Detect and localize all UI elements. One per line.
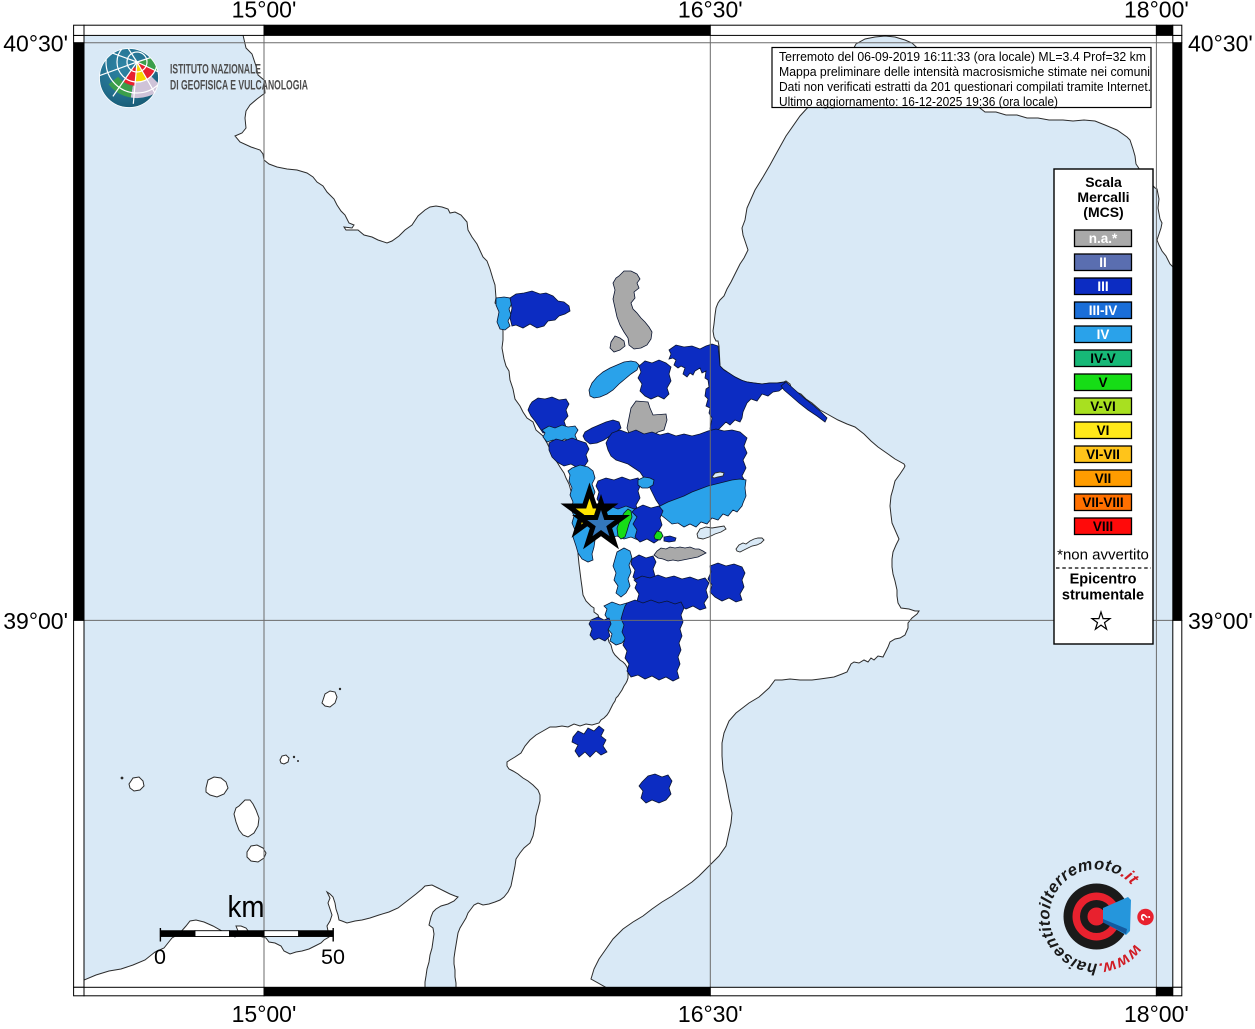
svg-text:km: km	[228, 889, 265, 924]
svg-text:16°30': 16°30'	[678, 0, 743, 23]
svg-text:?: ?	[1138, 912, 1154, 921]
svg-text:18°00': 18°00'	[1124, 0, 1189, 23]
svg-text:V: V	[1098, 375, 1107, 390]
svg-text:VI: VI	[1097, 423, 1110, 438]
svg-text:(MCS): (MCS)	[1083, 204, 1123, 220]
svg-text:0: 0	[154, 945, 166, 969]
svg-text:*non avvertito: *non avvertito	[1057, 547, 1149, 564]
svg-text:V-VI: V-VI	[1090, 399, 1116, 414]
svg-text:Mappa preliminare delle intens: Mappa preliminare delle intensità macros…	[779, 64, 1150, 79]
svg-text:Ultimo aggiornamento: 16-12-20: Ultimo aggiornamento: 16-12-2025 19:36 (…	[779, 94, 1058, 109]
svg-text:VII: VII	[1095, 471, 1112, 486]
svg-text:15°00': 15°00'	[232, 0, 297, 23]
svg-text:VI-VII: VI-VII	[1086, 447, 1120, 462]
svg-text:n.a.*: n.a.*	[1089, 231, 1118, 246]
svg-text:40°30': 40°30'	[3, 30, 68, 56]
svg-text:40°30': 40°30'	[1188, 30, 1253, 56]
svg-text:Dati non verificati estratti d: Dati non verificati estratti da 201 ques…	[779, 79, 1151, 94]
svg-text:Epicentro: Epicentro	[1070, 572, 1137, 588]
svg-text:VII-VIII: VII-VIII	[1082, 495, 1123, 510]
svg-text:39°00': 39°00'	[3, 608, 68, 634]
svg-text:III-IV: III-IV	[1089, 303, 1118, 318]
svg-text:16°30': 16°30'	[678, 1001, 743, 1024]
svg-text:Scala: Scala	[1085, 174, 1122, 190]
svg-text:IV: IV	[1097, 327, 1110, 342]
svg-text:II: II	[1099, 255, 1107, 270]
svg-text:VIII: VIII	[1093, 519, 1113, 534]
svg-text:39°00': 39°00'	[1188, 608, 1253, 634]
svg-text:strumentale: strumentale	[1062, 588, 1144, 604]
svg-text:50: 50	[321, 945, 345, 969]
svg-text:Terremoto del 06-09-2019 16:11: Terremoto del 06-09-2019 16:11:33 (ora l…	[779, 49, 1146, 64]
svg-text:15°00': 15°00'	[232, 1001, 297, 1024]
svg-text:18°00': 18°00'	[1124, 1001, 1189, 1024]
svg-text:IV-V: IV-V	[1090, 351, 1116, 366]
svg-text:ISTITUTO NAZIONALE: ISTITUTO NAZIONALE	[170, 61, 261, 77]
svg-text:DI GEOFISICA E VULCANOLOGIA: DI GEOFISICA E VULCANOLOGIA	[170, 77, 308, 93]
svg-text:III: III	[1097, 279, 1108, 294]
svg-text:Mercalli: Mercalli	[1077, 189, 1129, 205]
